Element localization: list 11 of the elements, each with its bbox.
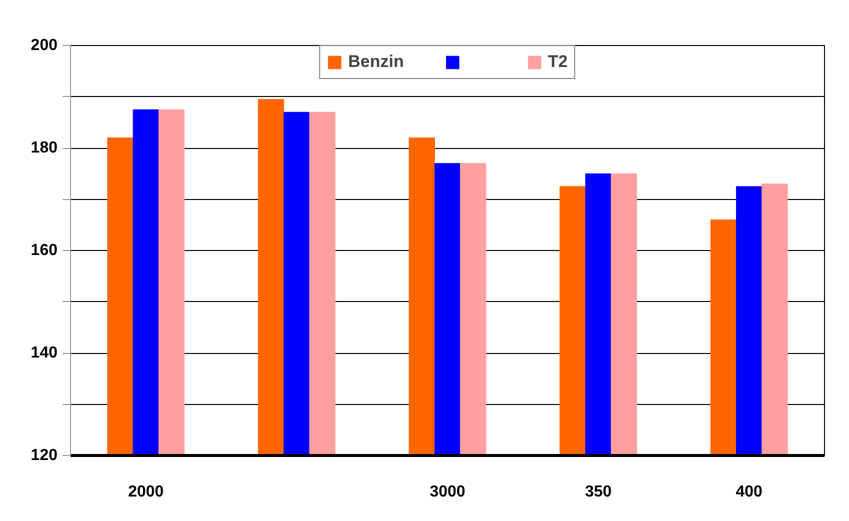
legend-label: Benzin — [348, 52, 404, 72]
legend-label: T2 — [548, 52, 568, 72]
y-tick-label: 160 — [30, 242, 58, 259]
x-tick-label: 400 — [736, 484, 763, 500]
y-tick-label: 200 — [30, 37, 58, 54]
x-tick-label: 350 — [584, 484, 612, 500]
y-tick-label: 180 — [30, 140, 58, 156]
y-tick-label: 140 — [30, 344, 58, 362]
x-tick-label: 3000 — [430, 484, 466, 500]
y-tick-label: 120 — [30, 447, 58, 464]
x-tick-label: 2000 — [128, 484, 164, 500]
